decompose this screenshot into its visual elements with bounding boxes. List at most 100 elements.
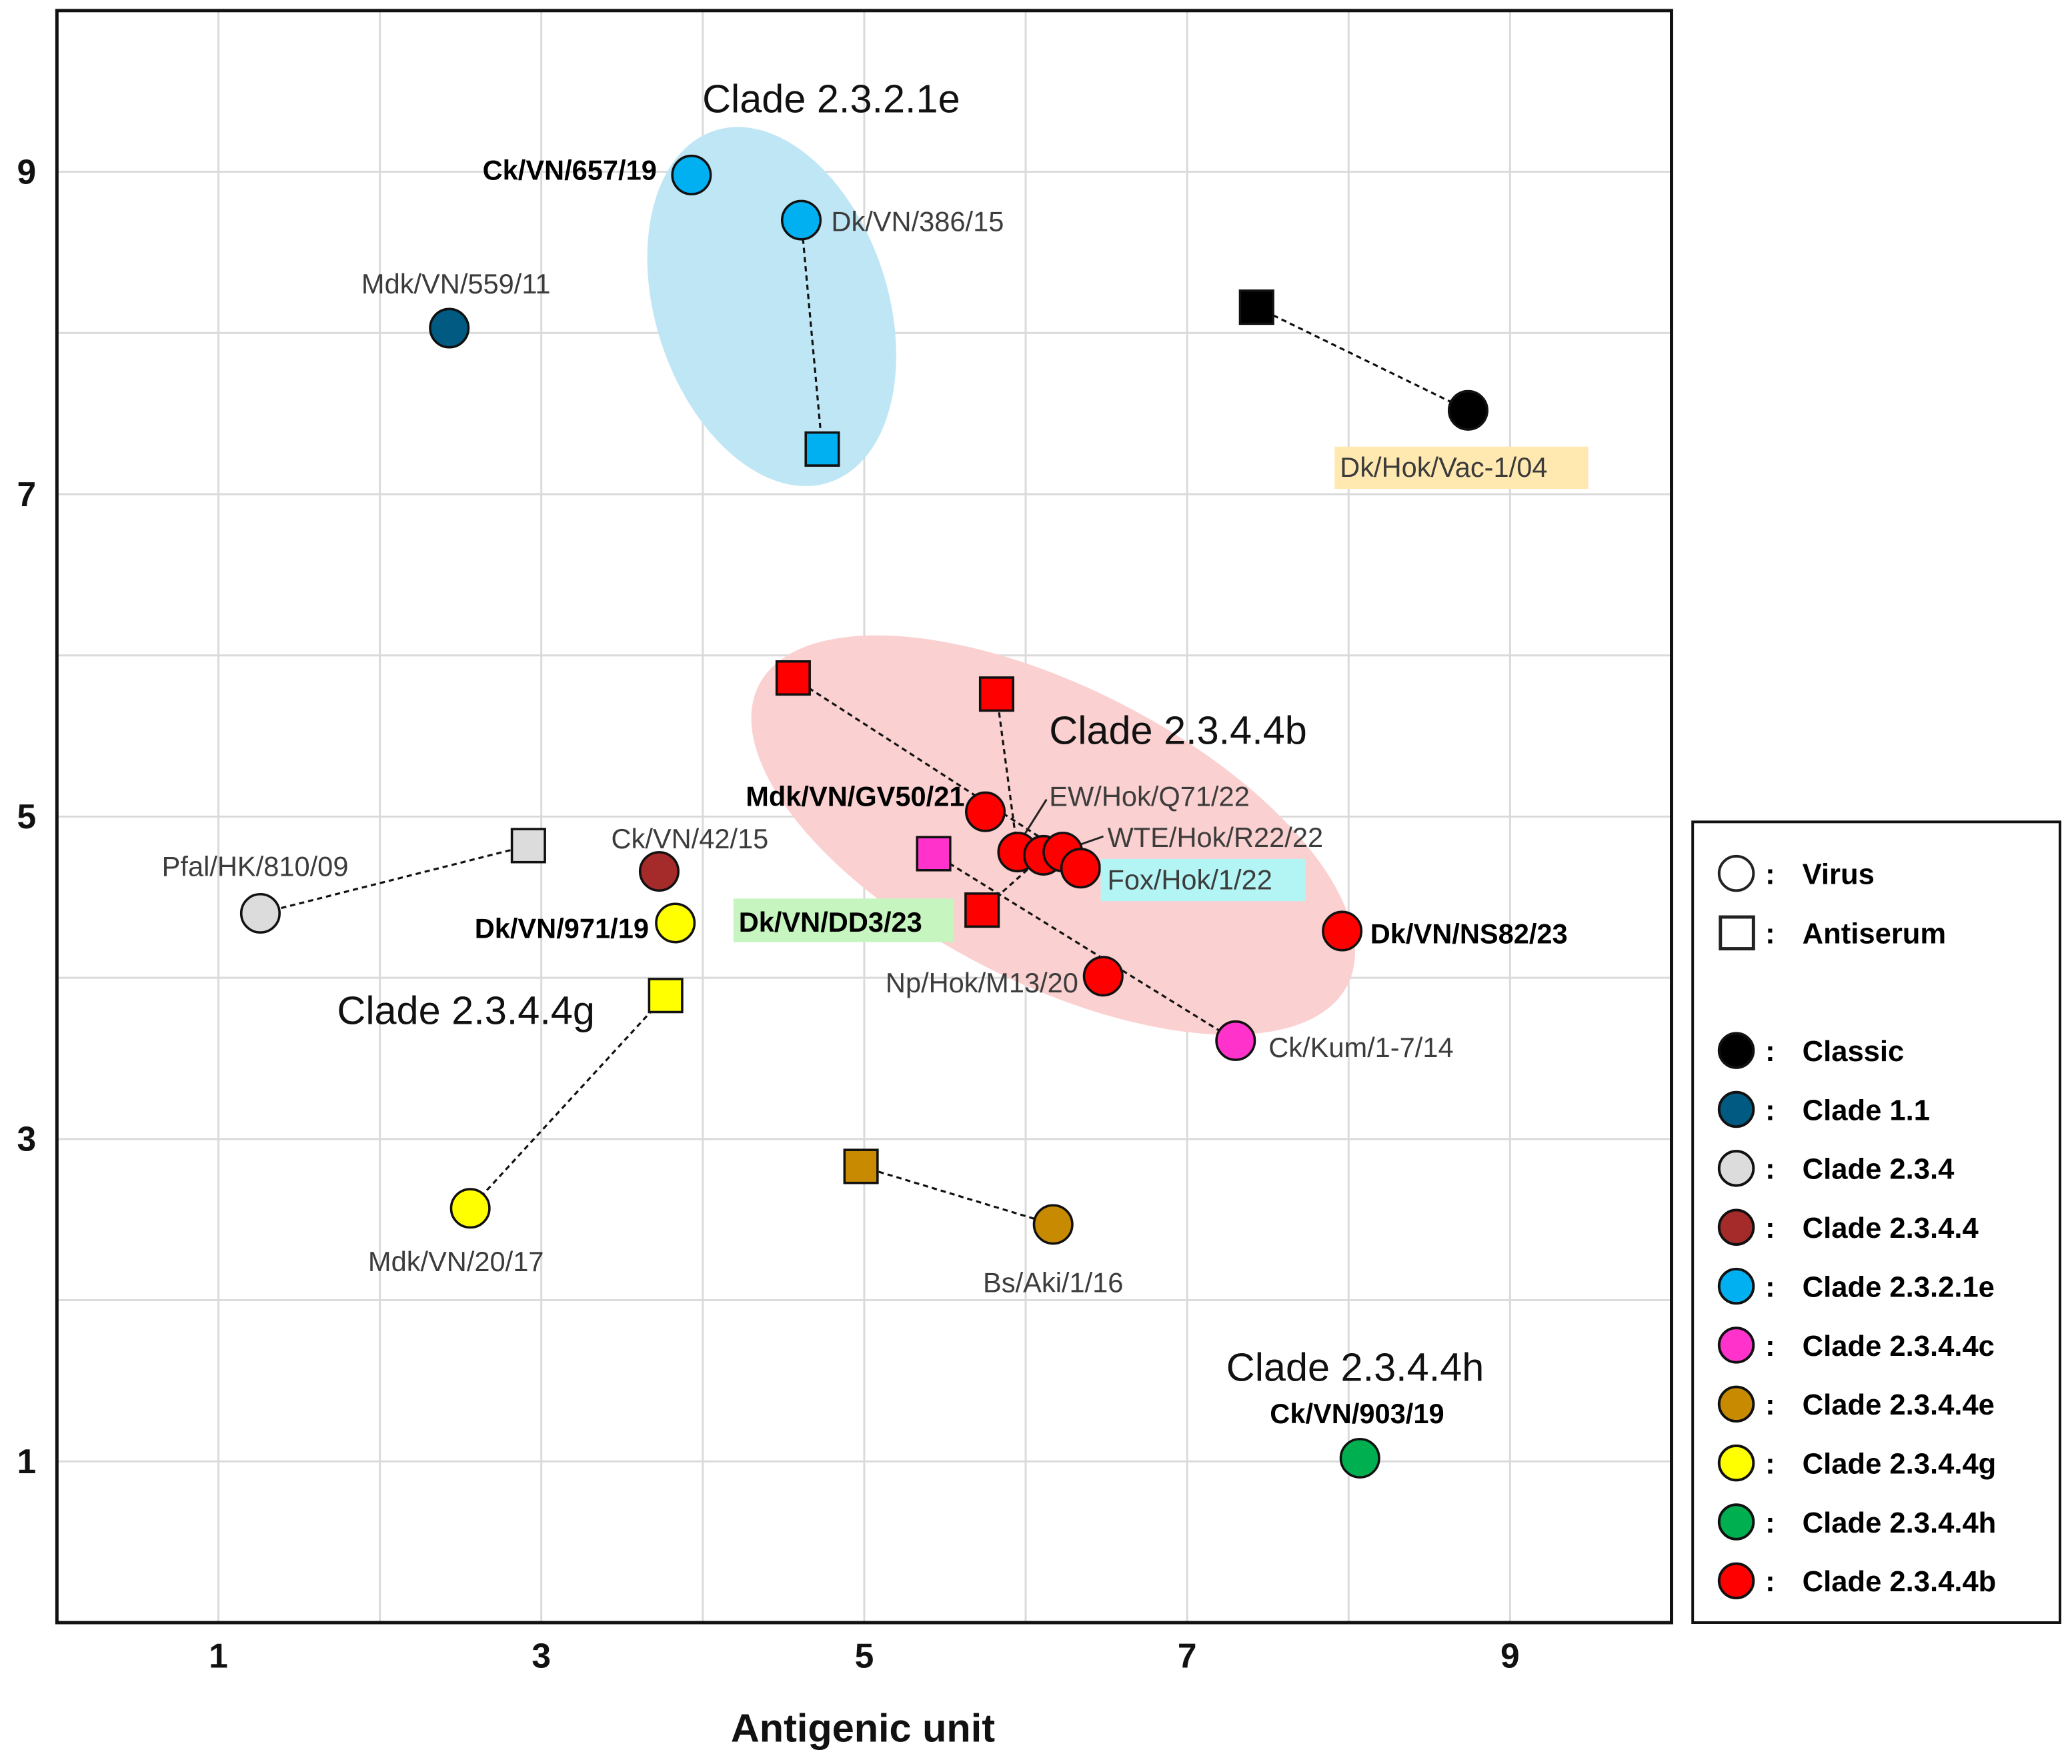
legend-swatch-icon	[1717, 1503, 1755, 1541]
clade-annotation: Clade 2.3.4.4g	[337, 988, 595, 1032]
label-highlight	[1334, 446, 1589, 490]
virus-point	[429, 307, 470, 349]
connection-line	[860, 1165, 1054, 1226]
antiserum-point	[964, 892, 1000, 928]
antiserum-point	[510, 828, 546, 864]
label-highlight	[733, 898, 954, 942]
y-tick-label: 7	[17, 475, 36, 514]
legend-colon: :	[1765, 1212, 1775, 1244]
point-label: Np/Hok/M13/20	[886, 967, 1078, 998]
connection-line	[995, 694, 1019, 852]
legend-colon: :	[1765, 1094, 1775, 1126]
point-label: Pfal/HK/810/09	[162, 851, 349, 882]
point-label: Mdk/VN/20/17	[368, 1246, 544, 1277]
x-tick-label: 7	[1178, 1636, 1197, 1675]
x-axis-label: Antigenic unit	[731, 1705, 995, 1750]
virus-point	[780, 199, 822, 241]
point-label: Ck/VN/903/19	[1270, 1398, 1444, 1429]
virus-point	[1215, 1020, 1256, 1061]
point-label: Ck/VN/657/19	[483, 154, 657, 185]
legend-colon: :	[1765, 1449, 1775, 1481]
connection-line	[792, 677, 1064, 853]
virus-point	[1447, 389, 1488, 431]
legend-label: Classic	[1803, 1036, 1905, 1068]
legend-swatch-icon	[1717, 1327, 1755, 1364]
legend-swatch-icon	[1717, 1208, 1755, 1246]
legend-label: Clade 2.3.4.4	[1803, 1212, 1979, 1244]
antiserum-point	[648, 978, 684, 1014]
legend-label: Virus	[1803, 858, 1875, 890]
virus-point	[1032, 1204, 1074, 1245]
point-label: Dk/VN/NS82/23	[1370, 918, 1568, 950]
legend-antiserum-icon	[1719, 915, 1755, 951]
leader-line	[1023, 798, 1048, 836]
legend-swatch-icon	[1717, 1032, 1755, 1069]
point-label: Ck/VN/42/15	[611, 823, 768, 854]
y-tick-label: 3	[17, 1120, 36, 1158]
legend-colon: :	[1765, 858, 1775, 890]
legend-swatch-icon	[1717, 1150, 1755, 1187]
connection-line	[1256, 306, 1469, 411]
x-tick-label: 9	[1500, 1636, 1520, 1675]
virus-point	[965, 791, 1006, 832]
label-highlight	[1100, 858, 1306, 902]
legend-colon: :	[1765, 1389, 1775, 1421]
legend-colon: :	[1765, 1331, 1775, 1363]
legend-swatch-icon	[1717, 1444, 1755, 1482]
point-label: EW/Hok/Q71/22	[1049, 781, 1250, 812]
legend-colon: :	[1765, 1036, 1775, 1068]
antiserum-point	[804, 431, 840, 467]
virus-point	[638, 851, 680, 892]
point-label: Mdk/VN/GV50/21	[746, 781, 964, 812]
legend-label: Clade 2.3.4.4c	[1803, 1331, 1995, 1363]
point-label: Dk/Hok/Vac-1/04	[1340, 452, 1547, 483]
legend-colon: :	[1765, 1566, 1775, 1598]
y-tick-label: 1	[17, 1442, 36, 1481]
legend: : Virus: Antiserum: Classic: Clade 1.1: Clade…	[1691, 820, 2061, 1624]
point-label: Dk/VN/DD3/23	[739, 906, 922, 938]
legend-colon: :	[1765, 1271, 1775, 1303]
x-tick-label: 3	[532, 1636, 551, 1675]
antiserum-point	[843, 1148, 879, 1184]
x-tick-label: 5	[855, 1636, 874, 1675]
point-label: Dk/VN/386/15	[831, 206, 1004, 237]
legend-swatch-icon	[1717, 1267, 1755, 1305]
x-tick-label: 1	[209, 1636, 228, 1675]
point-label: Dk/VN/971/19	[475, 913, 649, 944]
legend-label: Clade 2.3.4.4g	[1803, 1449, 1997, 1481]
connection-line	[800, 219, 824, 450]
antiserum-point	[916, 836, 952, 872]
y-tick-label: 5	[17, 797, 36, 836]
legend-colon: :	[1765, 1507, 1775, 1539]
antiserum-point	[1238, 289, 1274, 325]
virus-point	[1322, 910, 1363, 952]
connection-line	[933, 852, 1236, 1042]
legend-virus-icon	[1717, 854, 1755, 892]
cluster-ellipse-2.3.2.1e	[647, 127, 896, 486]
legend-swatch-icon	[1717, 1562, 1755, 1600]
clade-annotation: Clade 2.3.4.4b	[1049, 708, 1307, 752]
virus-point	[655, 902, 696, 944]
virus-point	[1082, 956, 1124, 997]
virus-point	[671, 154, 712, 195]
legend-label: Clade 2.3.4.4e	[1803, 1389, 1995, 1421]
legend-label: Clade 2.3.4.4h	[1803, 1507, 1997, 1539]
legend-swatch-icon	[1717, 1090, 1755, 1128]
y-tick-label: 9	[17, 152, 36, 191]
virus-point	[239, 892, 281, 934]
point-label: Ck/Kum/1-7/14	[1268, 1032, 1453, 1063]
clade-annotation: Clade 2.3.4.4h	[1226, 1345, 1484, 1389]
legend-swatch-icon	[1717, 1385, 1755, 1423]
legend-colon: :	[1765, 918, 1775, 950]
antiserum-point	[978, 676, 1015, 712]
point-label: Mdk/VN/559/11	[361, 268, 551, 299]
plot-frame	[55, 9, 1673, 1625]
legend-colon: :	[1765, 1154, 1775, 1186]
point-label: Bs/Aki/1/16	[983, 1267, 1123, 1298]
legend-label: Antiserum	[1803, 918, 1947, 950]
point-label: WTE/Hok/R22/22	[1107, 822, 1323, 853]
legend-label: Clade 2.3.2.1e	[1803, 1271, 1995, 1303]
virus-point	[1339, 1437, 1380, 1479]
legend-label: Clade 2.3.4.4b	[1803, 1566, 1997, 1598]
